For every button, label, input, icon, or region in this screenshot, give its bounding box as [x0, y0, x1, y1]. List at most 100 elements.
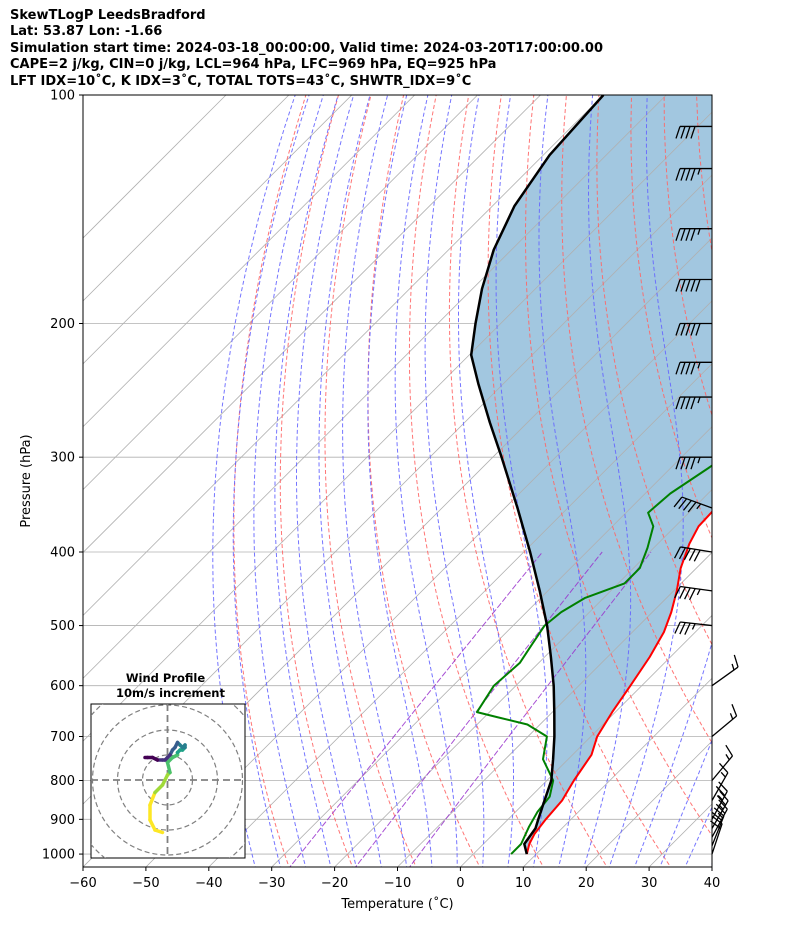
isotherm-line: [271, 426, 712, 867]
isotherm-line: [83, 95, 415, 428]
wind-barb: [711, 807, 725, 846]
wind-barb-flag: [690, 396, 696, 410]
wind-barb: [675, 228, 712, 241]
wind-barb-flag: [679, 586, 686, 599]
dry-adiabat: [367, 95, 481, 867]
wind-barb-flag: [697, 362, 701, 369]
moist-adiabat: [495, 95, 548, 867]
wind-barb: [675, 322, 712, 336]
wind-barb-flag: [675, 279, 681, 292]
isotherm-line: [83, 111, 712, 742]
wind-barb-flag: [716, 795, 727, 806]
wind-barb-flag: [675, 323, 681, 336]
isotherm-line: [83, 95, 227, 239]
wind-barb-shaft: [680, 621, 713, 627]
wind-barb-flag: [678, 547, 686, 560]
wind-barb: [675, 278, 712, 292]
wind-barb-shaft: [711, 772, 729, 801]
wind-barb-flag: [682, 500, 692, 511]
x-tick-label: 10: [515, 876, 532, 891]
wind-barb-flag: [688, 549, 696, 561]
wind-barb-flag: [673, 496, 683, 508]
wind-barb-flag: [697, 228, 701, 235]
wind-barb: [675, 396, 712, 410]
hodograph-title: Wind Profile: [126, 671, 206, 685]
wind-barb-flag: [680, 456, 686, 470]
wind-barb: [711, 703, 738, 737]
wind-barb-flag: [725, 754, 730, 761]
wind-barb: [711, 799, 728, 838]
wind-barb-shaft: [680, 585, 713, 592]
moist-adiabat: [684, 805, 712, 867]
wind-barb-flag: [674, 586, 681, 599]
wind-barb: [711, 762, 729, 801]
station-title: SkewTLogP LeedsBradford: [10, 8, 206, 23]
dry-adiabat: [233, 95, 307, 867]
wind-barb: [675, 125, 712, 139]
wind-barb-flag: [675, 456, 681, 470]
x-tick-label: −20: [321, 876, 348, 891]
wind-barb-flag: [685, 279, 691, 292]
y-axis-label: Pressure (hPa): [19, 434, 34, 527]
location-coordinates: Lat: 53.87 Lon: -1.66: [10, 24, 163, 40]
wind-barb-flag: [697, 396, 701, 404]
wind-barb-flag: [713, 807, 725, 817]
wind-barb-flag: [693, 549, 701, 562]
wind-barb-flag: [680, 362, 686, 375]
wind-barb-flag: [680, 323, 686, 336]
y-tick-label: 200: [50, 317, 75, 332]
wind-barb-flag: [690, 126, 696, 139]
wind-barb-shaft: [680, 546, 713, 553]
wind-barb-flag: [685, 396, 691, 410]
wind-barb-shaft: [711, 823, 723, 855]
dry-adiabat: [663, 95, 712, 417]
y-tick-label: 700: [50, 730, 75, 745]
y-tick-label: 900: [50, 813, 75, 828]
isotherm-line: [83, 95, 604, 616]
isotherm-line: [397, 551, 712, 867]
wind-barb-flag: [690, 279, 696, 292]
moist-adiabat: [583, 95, 632, 867]
moist-adiabat: [538, 95, 587, 867]
isotherm-line: [711, 866, 712, 867]
wind-barb-flag: [685, 362, 691, 375]
hodograph-trace-segment: [148, 790, 157, 807]
wind-barb-flag: [690, 456, 696, 470]
wind-barb-flag: [674, 621, 681, 634]
wind-barb-flag: [684, 622, 691, 635]
wind-barb-flag: [718, 799, 728, 810]
wind-barb-flag: [731, 703, 738, 717]
y-tick-label: 100: [50, 89, 75, 104]
dry-adiabat: [448, 95, 608, 867]
isotherm-line: [208, 363, 712, 867]
wind-barb-flag: [715, 803, 726, 814]
isotherm-line: [83, 95, 478, 491]
y-tick-label: 600: [50, 679, 75, 694]
wind-barb-flag: [715, 785, 726, 797]
x-tick-label: −10: [384, 876, 411, 891]
y-tick-label: 400: [50, 546, 75, 561]
hodograph-subtitle: 10m/s increment: [116, 686, 225, 700]
wind-barb-flag: [680, 279, 686, 292]
wind-barb-flag: [675, 362, 681, 375]
y-tick-label: 300: [50, 451, 75, 466]
wind-barb-shaft: [711, 808, 728, 838]
wind-barb-flag: [680, 126, 686, 139]
wind-barb-flag: [673, 546, 681, 559]
mixing-ratio-line: [408, 551, 652, 867]
dry-adiabat: [408, 95, 544, 867]
wind-barb-flag: [685, 168, 691, 181]
wind-barb-flag: [697, 168, 701, 175]
x-tick-label: 40: [704, 876, 721, 891]
moist-adiabat: [458, 95, 514, 867]
moist-adiabat: [634, 640, 712, 867]
convective-parameters: CAPE=2 j/kg, CIN=0 j/kg, LCL=964 hPa, LF…: [10, 57, 497, 73]
wind-barb: [673, 546, 713, 562]
x-tick-label: 0: [456, 876, 464, 891]
figure-header: SkewTLogP LeedsBradford Lat: 53.87 Lon: …: [10, 8, 603, 90]
dry-adiabat: [561, 95, 712, 744]
stability-indices: LFT IDX=10˚C, K IDX=3˚C, TOTAL TOTS=43˚C…: [10, 73, 472, 89]
wind-barb-flag: [683, 548, 691, 561]
wind-barb-flag: [675, 228, 681, 241]
